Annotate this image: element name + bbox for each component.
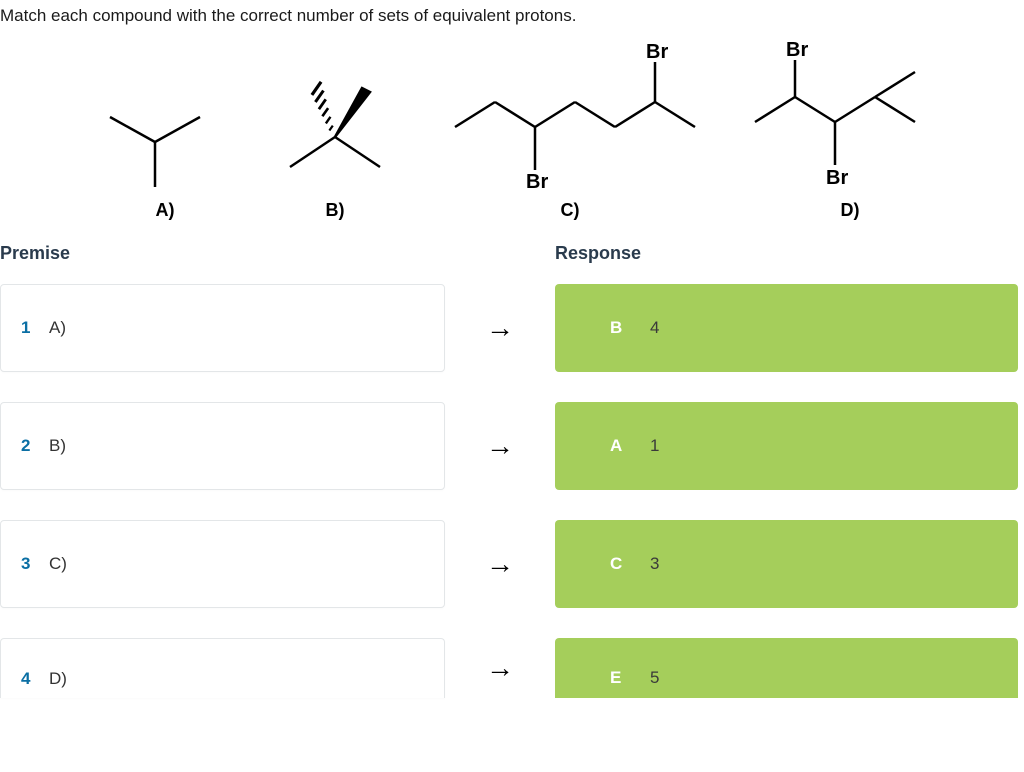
response-value: 3	[650, 554, 659, 574]
response-header: Response	[500, 243, 1024, 264]
mol-c-br1: Br	[526, 171, 548, 192]
response-box[interactable]: A 1	[555, 402, 1018, 490]
response-value: 4	[650, 318, 659, 338]
premise-header: Premise	[0, 243, 500, 264]
mol-c-svg: Br Br	[440, 42, 700, 192]
arrow-icon: →	[445, 548, 555, 580]
response-value: 1	[650, 436, 659, 456]
premise-text: D)	[49, 669, 67, 689]
mol-d-svg: Br Br	[740, 42, 960, 192]
structure-c-label: C)	[561, 200, 580, 221]
premise-num: 4	[21, 669, 49, 689]
premise-num: 2	[21, 436, 49, 456]
structure-b: B)	[270, 72, 400, 221]
match-row-4: 4 D) → E 5	[0, 638, 1024, 698]
premise-box[interactable]: 4 D)	[0, 638, 445, 698]
arrow-icon: →	[445, 652, 555, 684]
mol-d-br2: Br	[826, 167, 848, 189]
premise-num: 3	[21, 554, 49, 574]
premise-text: A)	[49, 318, 66, 338]
premise-text: C)	[49, 554, 67, 574]
arrow-icon: →	[445, 430, 555, 462]
match-rows: 1 A) → B 4 2 B) → A 1 3 C) → C 3 4	[0, 284, 1024, 698]
structure-a-label: A)	[156, 200, 175, 221]
structure-d: Br Br D)	[740, 42, 960, 221]
response-letter: A	[610, 436, 650, 456]
response-box[interactable]: E 5	[555, 638, 1018, 698]
mol-c-br2: Br	[646, 42, 668, 63]
premise-box[interactable]: 2 B)	[0, 402, 445, 490]
structure-c: Br Br C)	[440, 42, 700, 221]
response-value: 5	[650, 668, 659, 688]
mol-b-svg	[270, 72, 400, 192]
structures-row: A) B)	[0, 42, 1024, 231]
columns-header: Premise Response	[0, 243, 1024, 264]
premise-box[interactable]: 1 A)	[0, 284, 445, 372]
response-letter: B	[610, 318, 650, 338]
premise-box[interactable]: 3 C)	[0, 520, 445, 608]
match-row-1: 1 A) → B 4	[0, 284, 1024, 372]
match-row-3: 3 C) → C 3	[0, 520, 1024, 608]
premise-text: B)	[49, 436, 66, 456]
question-text: Match each compound with the correct num…	[0, 0, 1024, 42]
mol-a-svg	[100, 72, 230, 192]
arrow-icon: →	[445, 312, 555, 344]
structure-b-label: B)	[326, 200, 345, 221]
response-box[interactable]: B 4	[555, 284, 1018, 372]
mol-d-br1: Br	[786, 42, 808, 61]
response-letter: E	[610, 668, 650, 688]
premise-num: 1	[21, 318, 49, 338]
response-letter: C	[610, 554, 650, 574]
response-box[interactable]: C 3	[555, 520, 1018, 608]
structure-d-label: D)	[841, 200, 860, 221]
match-row-2: 2 B) → A 1	[0, 402, 1024, 490]
structure-a: A)	[100, 72, 230, 221]
